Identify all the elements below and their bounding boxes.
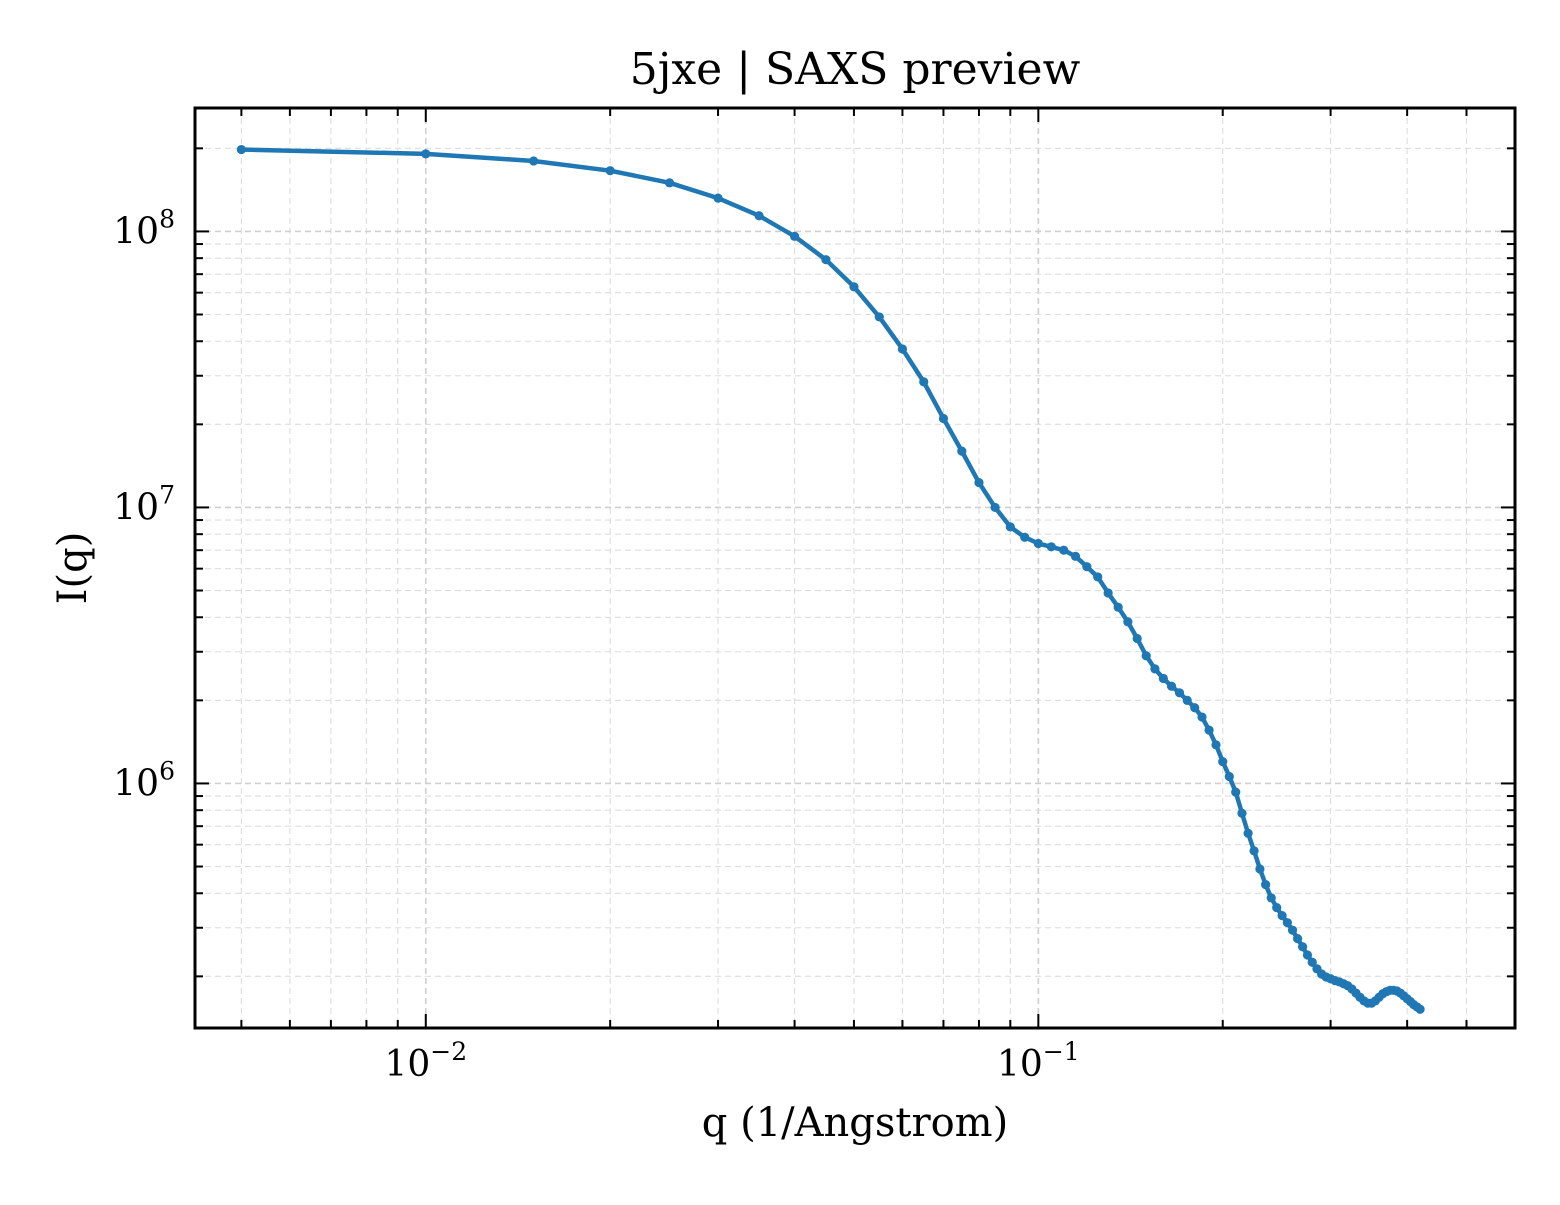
data-point [919,377,929,387]
data-point [1046,542,1056,552]
data-point [957,446,967,456]
data-point [1103,588,1113,598]
data-point [1020,532,1030,542]
data-point [1141,651,1151,661]
data-point [421,149,431,159]
tick-labels: 10−2 10−1 106 107 108 [113,204,1079,1085]
data-point [1297,942,1308,952]
data-point [1415,1004,1425,1014]
data-point [1082,562,1092,572]
data-point [1174,688,1185,698]
data-point [1293,934,1303,944]
data-point [821,255,831,265]
data-point [1218,756,1228,767]
data-series [236,144,1425,1014]
data-point [1231,787,1241,797]
data-point [1033,538,1043,549]
data-point [1261,880,1271,890]
x-tick-label: 10−1 [997,1037,1080,1085]
data-point [529,156,539,166]
data-point [1249,846,1259,856]
y-tick-label: 107 [113,480,175,528]
data-point [1070,551,1081,561]
y-tick-label: 108 [113,204,175,252]
data-point [1307,957,1317,967]
data-point [990,502,1000,513]
data-point [1243,828,1253,838]
data-point [1197,712,1207,722]
data-point [974,478,984,488]
data-point [236,144,246,155]
data-point [1005,522,1015,532]
data-point [1123,617,1133,627]
data-point [1150,664,1160,674]
y-axis-label: I(q) [50,532,96,605]
data-point [1211,740,1221,750]
x-tick-label: 10−2 [384,1037,467,1085]
data-point [1255,864,1265,874]
chart-title: 5jxe | SAXS preview [630,44,1081,95]
x-axis-label: q (1/Angstrom) [702,1100,1008,1146]
data-point [1282,918,1292,928]
data-point [1302,950,1313,960]
data-point [754,211,764,221]
data-point [605,166,615,176]
data-point [1237,808,1247,818]
data-point [1224,771,1234,782]
data-point [1266,893,1276,903]
grid-lines [195,108,1515,1028]
data-point [1182,695,1192,705]
data-point [1272,902,1282,913]
data-point [897,344,908,354]
data-point [1158,673,1168,684]
data-point [713,193,723,203]
data-point [1190,703,1200,713]
plot-frame [193,106,1517,1030]
data-point [938,413,949,424]
data-point [849,282,859,292]
data-point [1059,545,1069,555]
axis-ticks [195,108,1515,1028]
data-point [1093,572,1103,582]
data-point [1166,681,1177,691]
data-point [874,312,884,322]
data-point [1277,911,1287,921]
data-point [1113,602,1123,612]
data-point [1204,725,1214,735]
data-point [1132,633,1142,644]
data-point [1287,925,1298,935]
data-point [789,231,800,241]
data-point [664,178,675,188]
y-tick-label: 106 [113,756,175,804]
